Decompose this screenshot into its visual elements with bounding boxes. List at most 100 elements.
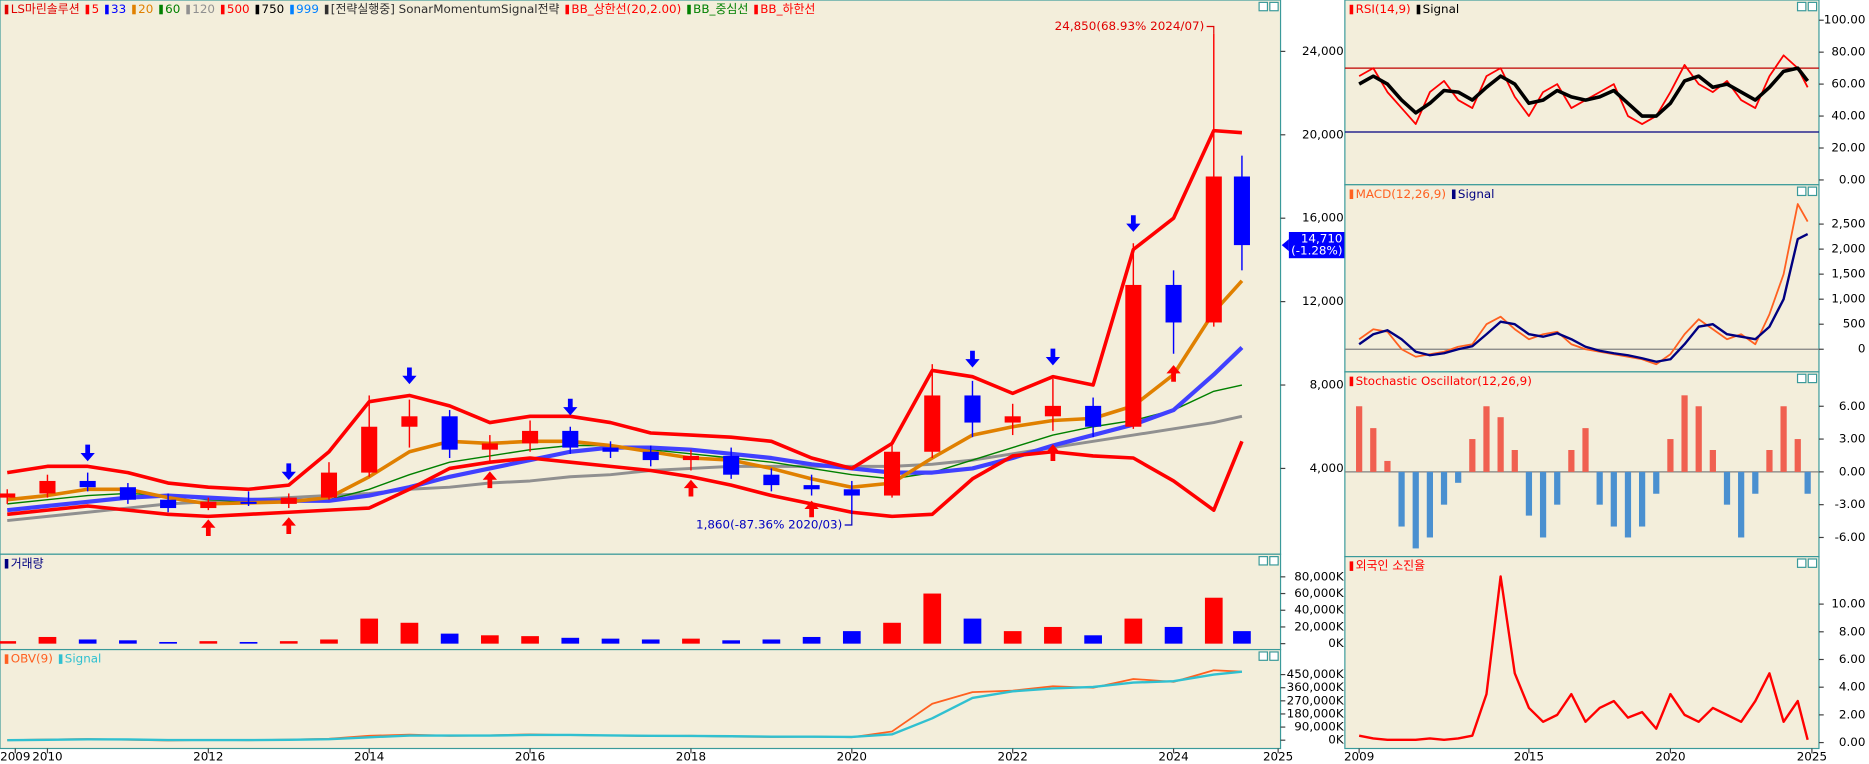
bar	[1582, 428, 1589, 472]
candle-body	[79, 480, 96, 488]
legend-marker	[1349, 189, 1354, 200]
legend-marker	[4, 654, 9, 664]
candle-body	[1165, 284, 1182, 323]
y-tick-label: 20,000K	[1294, 619, 1345, 633]
plot-area	[1358, 575, 1809, 741]
panel-button	[1258, 1, 1269, 12]
panel: 0K 20,000K 40,000K 60,000K 80,000K 거래량	[0, 553, 1345, 651]
panel-button	[1796, 558, 1807, 568]
y-tick-label: 0K	[1328, 733, 1345, 747]
candle-body	[763, 474, 780, 486]
y-tick-label: 100.00	[1824, 13, 1866, 27]
legend-marker	[220, 4, 225, 15]
legend-marker	[4, 558, 9, 569]
panel-button	[1807, 1, 1818, 12]
y-tick-label: 90,000K	[1294, 720, 1345, 734]
bar	[400, 622, 419, 644]
y-tick-label: 6.00	[1839, 652, 1866, 666]
legend-marker	[1416, 4, 1421, 15]
candle-body	[119, 487, 136, 500]
candle-body	[1233, 176, 1250, 246]
y-tick-label: 0.00	[1839, 172, 1866, 186]
legend-marker	[4, 4, 9, 15]
x-tick-label: 2018	[676, 749, 706, 763]
candle-body	[924, 395, 941, 452]
x-tick-label: 2012	[193, 749, 223, 763]
last-price: 14,710	[1301, 232, 1343, 246]
y-tick-label: 6.00	[1839, 399, 1866, 413]
legend-label: 거래량	[11, 556, 44, 570]
plot-area	[1344, 54, 1819, 133]
bar	[521, 636, 539, 644]
bar	[1681, 395, 1688, 472]
candle-body	[803, 485, 820, 490]
legend-label: BB_하한선	[760, 2, 815, 16]
panel-button	[1807, 186, 1818, 197]
candle-body	[1125, 284, 1142, 427]
y-tick-label: 180,000K	[1287, 706, 1345, 720]
bar	[1804, 471, 1811, 494]
bar	[1709, 449, 1716, 472]
candle-body	[843, 489, 860, 496]
legend-label: 999	[296, 2, 319, 16]
last-price-pointer	[1281, 239, 1289, 252]
buy-signal	[683, 479, 699, 497]
bar	[682, 638, 700, 644]
legend-label: 33	[111, 2, 126, 16]
y-tick-label: 20,000	[1302, 127, 1344, 141]
bar	[1204, 597, 1223, 644]
panel: 24,850(68.93% 2024/07) 1,860(-87.36% 2020…	[0, 0, 1347, 555]
panel-button	[1269, 651, 1279, 661]
x-tick-label: 2009	[1344, 749, 1374, 763]
legend-label: Stochastic Oscillator(12,26,9)	[1356, 374, 1532, 388]
last-change: (-1.28%)	[1291, 244, 1342, 258]
legend-marker	[565, 4, 570, 15]
bar	[1568, 449, 1575, 472]
bar	[1440, 471, 1448, 505]
candle-body	[481, 443, 498, 450]
legend-label: 5	[92, 2, 100, 16]
y-tick-label: 450,000K	[1287, 667, 1345, 681]
bar	[1124, 618, 1143, 644]
x-tick-label: 2016	[515, 749, 545, 763]
bar	[963, 618, 982, 644]
plot-area	[1344, 395, 1819, 549]
legend-marker	[85, 4, 90, 15]
x-tick-label: 2025	[1797, 749, 1827, 763]
panel-button	[1807, 558, 1818, 568]
legend-marker	[186, 4, 190, 15]
bar	[1525, 471, 1533, 516]
panel-background	[1344, 0, 1820, 186]
candle-body	[723, 455, 740, 475]
panel: 0K90,000K180,000K270,000K360,000K450,000…	[0, 648, 1345, 763]
panel: 0.00 2.00 4.00 6.00 8.00 10.00 2009 2015 2020 202…	[1344, 556, 1866, 763]
bar	[1497, 417, 1504, 472]
y-tick-label: 1,000	[1831, 292, 1865, 306]
y-tick-label: -6.00	[1835, 530, 1866, 544]
bar	[320, 639, 338, 644]
y-tick-label: 360,000K	[1287, 680, 1345, 694]
legend-label: 500	[227, 2, 250, 16]
line-series	[1358, 233, 1809, 363]
legend-marker	[754, 4, 758, 15]
candle-body	[1205, 176, 1222, 323]
panel-button	[1807, 373, 1818, 384]
candle-body	[1044, 405, 1061, 417]
bar	[119, 640, 137, 644]
bar	[1695, 406, 1702, 472]
x-tick-label: 2024	[1158, 749, 1188, 763]
legend-marker	[159, 4, 163, 15]
x-tick-label: 2010	[32, 749, 62, 763]
candle-body	[361, 426, 378, 473]
y-tick-label: 270,000K	[1287, 693, 1345, 707]
panel-background	[0, 553, 1282, 651]
panel-button	[1269, 556, 1279, 566]
legend-label: OBV(9)	[11, 652, 53, 666]
legend-label: 외국인 소진율	[1356, 559, 1426, 573]
bar	[561, 637, 580, 644]
candle-body	[401, 416, 418, 427]
bar	[1412, 471, 1419, 549]
y-tick-label: 0K	[1328, 636, 1345, 650]
bar	[1469, 439, 1476, 472]
